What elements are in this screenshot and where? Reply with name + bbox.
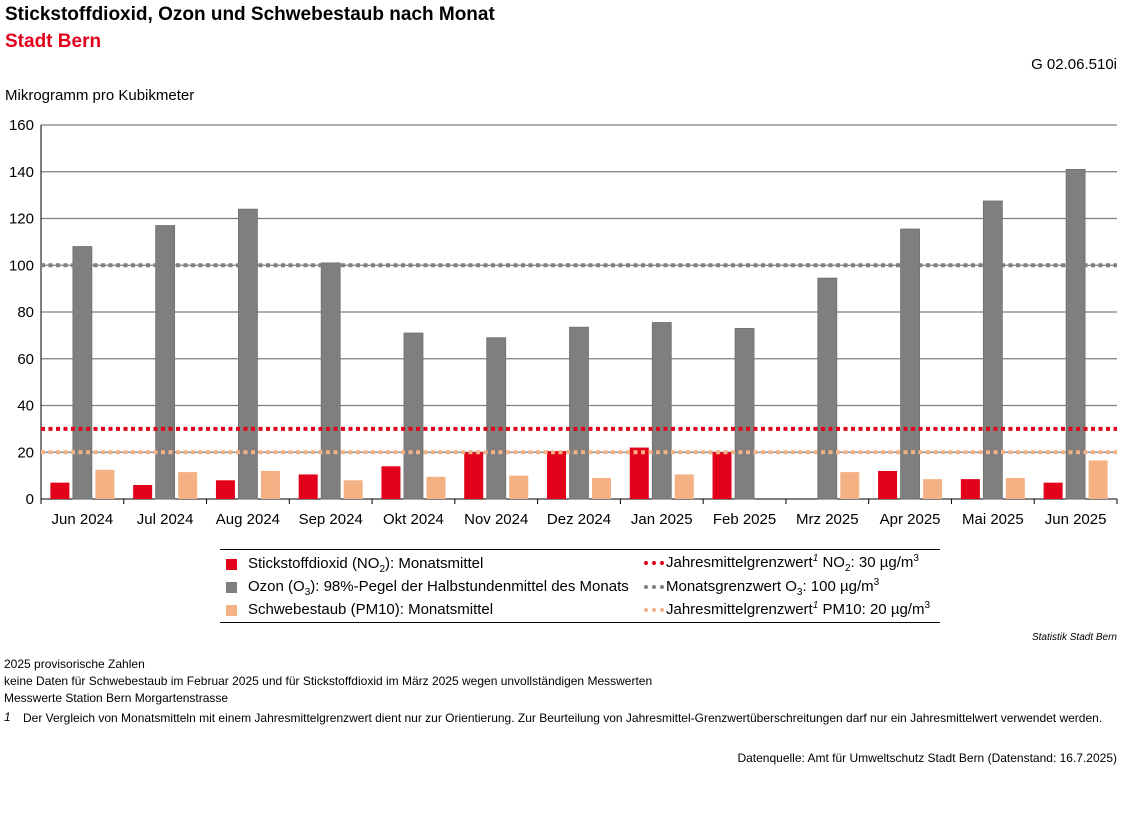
- y-axis-unit-label: Mikrogramm pro Kubikmeter: [5, 87, 195, 104]
- bar-o3: [72, 246, 93, 500]
- bar-o3: [817, 277, 838, 500]
- bar-pm10: [840, 472, 860, 499]
- bar-no2: [712, 452, 732, 499]
- bar-no2: [464, 452, 484, 499]
- bar-pm10: [1005, 477, 1025, 499]
- bar-pm10: [95, 469, 115, 499]
- legend-label-pm10: Schwebestaub (PM10): Monatsmittel: [248, 601, 494, 618]
- legend-swatch-no2: [226, 559, 237, 570]
- bar-no2: [381, 466, 401, 499]
- bar-pm10: [178, 472, 198, 499]
- bar-o3: [403, 332, 424, 500]
- x-tick-label: Mrz 2025: [796, 511, 859, 528]
- bar-pm10: [426, 476, 446, 499]
- bar-o3: [238, 208, 258, 500]
- x-tick-label: Okt 2024: [383, 511, 444, 528]
- bar-no2: [629, 447, 649, 499]
- chart-title: Stickstoffdioxid, Ozon und Schwebestaub …: [5, 4, 495, 25]
- bar-no2: [547, 451, 566, 499]
- bar-o3: [320, 262, 341, 500]
- bar-o3: [982, 200, 1003, 500]
- bar-chart: 0 20 40 60 80 100 120 140 160 Jun 2024 Jul 2024 Au…: [9, 117, 1118, 528]
- x-tick-label: Feb 2025: [713, 511, 776, 528]
- y-tick-label: 60: [17, 351, 34, 368]
- x-tick-label: Jun 2025: [1045, 511, 1107, 528]
- x-axis: Jun 2024 Jul 2024 Aug 2024 Sep 2024 Okt 2024…: [40, 499, 1118, 528]
- bar-pm10: [509, 475, 529, 499]
- legend-label-no2: Stickstoffdioxid (NO2): Monatsmittel: [248, 555, 484, 575]
- bar-pm10: [1088, 460, 1108, 499]
- x-tick-label: Jul 2024: [137, 511, 194, 528]
- y-tick-label: 140: [9, 164, 34, 181]
- bar-no2: [298, 474, 318, 499]
- note-station: Messwerte Station Bern Morgartenstrasse: [4, 691, 229, 705]
- note-provisional: 2025 provisorische Zahlen: [4, 657, 145, 671]
- bar-o3: [900, 228, 920, 500]
- x-tick-label: Jan 2025: [631, 511, 693, 528]
- bars: [50, 169, 1108, 500]
- footnote-text: Der Vergleich von Monatsmitteln mit eine…: [23, 711, 1103, 725]
- bar-pm10: [260, 470, 280, 499]
- x-tick-label: Mai 2025: [962, 511, 1024, 528]
- note-missing-data: keine Daten für Schwebestaub im Februar …: [4, 674, 653, 688]
- y-tick-label: 80: [17, 304, 34, 321]
- x-tick-label: Nov 2024: [464, 511, 528, 528]
- x-tick-label: Dez 2024: [547, 511, 611, 528]
- legend: Stickstoffdioxid (NO2): Monatsmittel Ozo…: [220, 549, 940, 623]
- bar-no2: [215, 480, 235, 499]
- x-tick-label: Aug 2024: [216, 511, 280, 528]
- y-tick-label: 0: [26, 491, 34, 508]
- legend-label-ref-pm10: Jahresmittelgrenzwert1 PM10: 20 µg/m3: [666, 600, 931, 618]
- legend-swatch-pm10: [226, 605, 237, 616]
- y-tick-label: 40: [17, 398, 34, 415]
- bar-no2: [50, 482, 70, 499]
- bar-no2: [960, 479, 980, 499]
- y-tick-label: 20: [17, 444, 34, 461]
- bar-o3: [651, 322, 672, 500]
- bar-o3: [569, 326, 589, 500]
- legend-label-ref-o3: Monatsgrenzwert O3: 100 µg/m3: [666, 577, 880, 598]
- chart-code: G 02.06.510i: [1031, 56, 1117, 73]
- y-axis-ticks: 0 20 40 60 80 100 120 140 160: [9, 117, 34, 508]
- x-tick-label: Jun 2024: [52, 511, 114, 528]
- chart-subtitle: Stadt Bern: [5, 31, 102, 52]
- bar-pm10: [923, 479, 943, 499]
- legend-label-ref-no2: Jahresmittelgrenzwert1 NO2: 30 µg/m3: [666, 553, 919, 574]
- legend-swatch-ref-pm10: [644, 608, 664, 612]
- bar-o3: [1065, 169, 1086, 500]
- bar-pm10: [343, 480, 363, 499]
- x-tick-label: Apr 2025: [880, 511, 941, 528]
- bar-no2: [133, 484, 153, 499]
- brand-label: Statistik Stadt Bern: [1031, 632, 1117, 643]
- bar-no2: [1043, 482, 1063, 499]
- y-tick-label: 120: [9, 211, 34, 228]
- y-tick-label: 100: [9, 257, 34, 274]
- legend-swatch-o3: [226, 582, 237, 593]
- bar-o3: [486, 337, 507, 500]
- x-tick-label: Sep 2024: [299, 511, 363, 528]
- y-tick-label: 160: [9, 117, 34, 134]
- bar-o3: [734, 327, 755, 500]
- bar-pm10: [674, 474, 694, 499]
- gridlines: [40, 124, 1117, 500]
- data-source: Datenquelle: Amt für Umweltschutz Stadt …: [737, 751, 1117, 765]
- bar-pm10: [592, 477, 611, 499]
- footnote-mark: 1: [4, 710, 11, 724]
- bar-no2: [878, 470, 898, 499]
- legend-swatch-ref-o3: [644, 585, 664, 589]
- legend-swatch-ref-no2: [644, 561, 664, 565]
- legend-label-o3: Ozon (O3): 98%-Pegel der Halbstundenmitt…: [248, 578, 629, 598]
